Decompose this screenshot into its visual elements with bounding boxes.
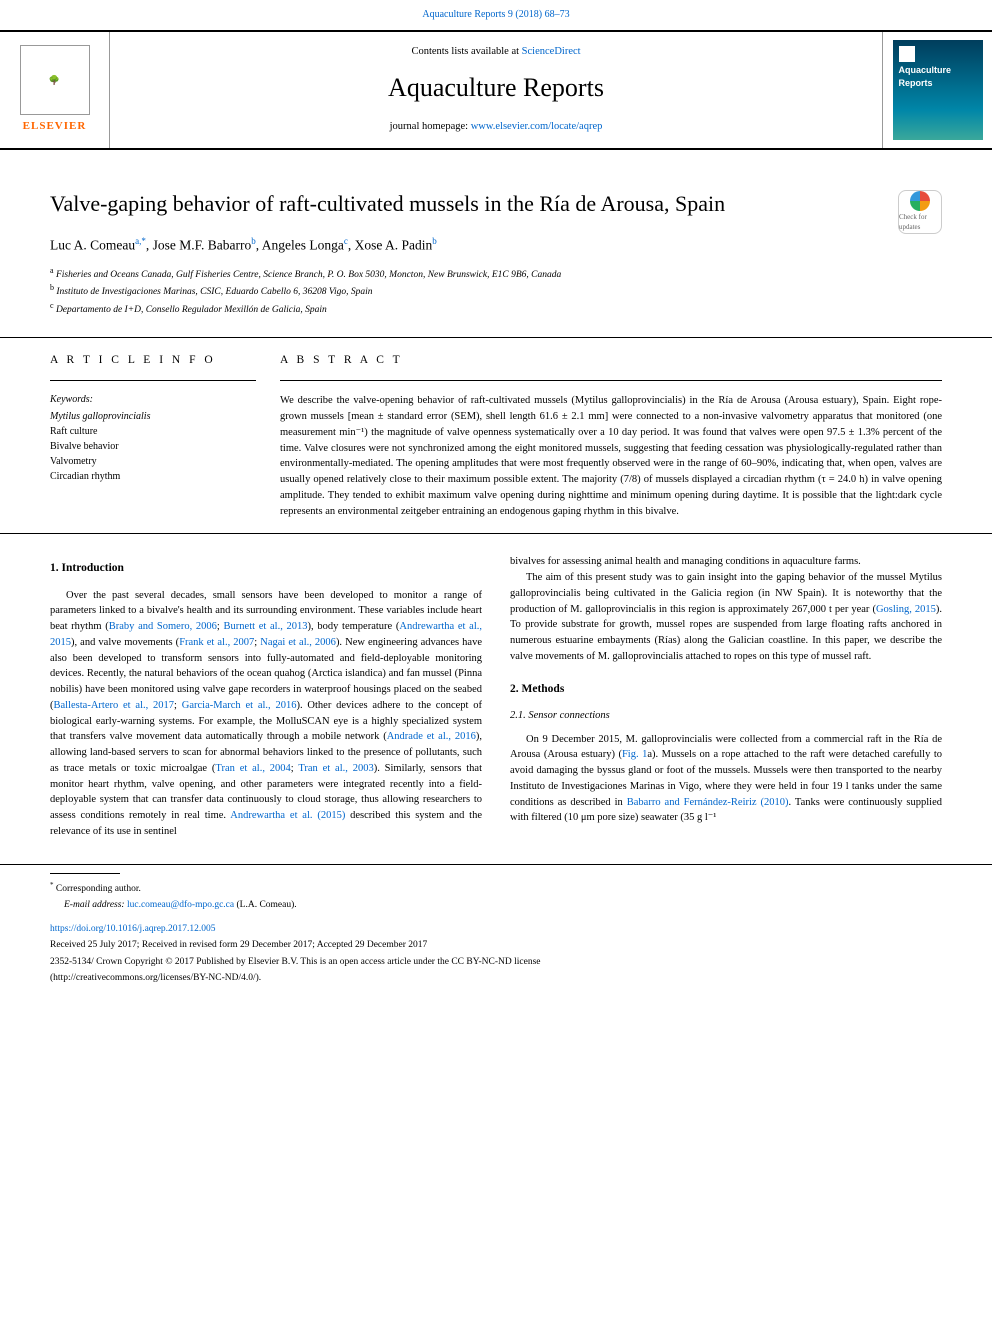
elsevier-tree-icon: 🌳 xyxy=(20,45,90,115)
affil-c-text: Departamento de I+D, Consello Regulador … xyxy=(54,305,327,315)
section-heading-intro: 1. Introduction xyxy=(50,560,482,577)
affiliation-b: b Instituto de Investigaciones Marinas, … xyxy=(50,282,942,299)
abstract-text: We describe the valve-opening behavior o… xyxy=(280,393,942,519)
publisher-name: ELSEVIER xyxy=(23,119,87,134)
keywords-label: Keywords: xyxy=(50,393,256,407)
author-4-name: , Xose A. Padin xyxy=(348,237,432,252)
author-2-name: , Jose M.F. Babarro xyxy=(146,237,251,252)
author-4-affil-sup[interactable]: b xyxy=(432,236,437,246)
affil-b-text: Instituto de Investigaciones Marinas, CS… xyxy=(54,288,373,298)
top-citation-link[interactable]: Aquaculture Reports 9 (2018) 68–73 xyxy=(422,9,569,20)
section-heading-methods: 2. Methods xyxy=(510,681,942,698)
journal-cover-block: Aquaculture Reports xyxy=(882,32,992,148)
keyword-item: Mytilus galloprovincialis xyxy=(50,409,256,424)
citation-link[interactable]: Andrewartha et al. (2015) xyxy=(230,810,345,821)
intro-paragraph-1: Over the past several decades, small sen… xyxy=(50,588,482,840)
journal-cover-image: Aquaculture Reports xyxy=(893,40,983,140)
contents-prefix: Contents lists available at xyxy=(411,46,521,57)
info-abstract-row: A R T I C L E I N F O Keywords: Mytilus … xyxy=(0,337,992,534)
article-info-heading: A R T I C L E I N F O xyxy=(50,352,256,368)
citation-link[interactable]: Braby and Somero, 2006 xyxy=(109,621,217,632)
keyword-item: Valvometry xyxy=(50,454,256,469)
keyword-item: Bivalve behavior xyxy=(50,439,256,454)
citation-link[interactable]: Babarro and Fernández-Reiriz (2010) xyxy=(627,797,789,808)
keyword-item: Raft culture xyxy=(50,424,256,439)
methods-paragraph-1: On 9 December 2015, M. galloprovincialis… xyxy=(510,732,942,827)
crossmark-label: Check for updates xyxy=(899,213,941,233)
footer-block: * Corresponding author. E-mail address: … xyxy=(0,864,992,1016)
article-info-column: A R T I C L E I N F O Keywords: Mytilus … xyxy=(50,352,280,519)
doi-link[interactable]: https://doi.org/10.1016/j.aqrep.2017.12.… xyxy=(50,924,216,934)
text-run: ), body temperature ( xyxy=(308,621,400,632)
contents-lists-line: Contents lists available at ScienceDirec… xyxy=(411,45,580,60)
citation-link[interactable]: Andrade et al., 2016 xyxy=(387,731,476,742)
email-suffix: (L.A. Comeau). xyxy=(234,900,297,910)
text-run: ; xyxy=(174,700,182,711)
sciencedirect-link[interactable]: ScienceDirect xyxy=(522,46,581,57)
journal-homepage-line: journal homepage: www.elsevier.com/locat… xyxy=(390,120,603,135)
intro-paragraph-1-cont: bivalves for assessing animal health and… xyxy=(510,554,942,570)
authors-line: Luc A. Comeaua,*, Jose M.F. Babarrob, An… xyxy=(50,235,942,255)
top-citation: Aquaculture Reports 9 (2018) 68–73 xyxy=(0,0,992,30)
journal-header-band: 🌳 ELSEVIER Contents lists available at S… xyxy=(0,30,992,150)
figure-link[interactable]: Fig. 1 xyxy=(622,749,647,760)
author-3-name: , Angeles Longa xyxy=(256,237,344,252)
received-dates: Received 25 July 2017; Received in revis… xyxy=(50,938,942,952)
citation-link[interactable]: Gosling, 2015 xyxy=(876,604,936,615)
keyword-item: Circadian rhythm xyxy=(50,469,256,484)
text-run: ), and valve movements ( xyxy=(71,637,179,648)
citation-link[interactable]: Garcia-March et al., 2016 xyxy=(182,700,297,711)
citation-link[interactable]: Burnett et al., 2013 xyxy=(224,621,308,632)
text-run: ; xyxy=(217,621,224,632)
citation-link[interactable]: Nagai et al., 2006 xyxy=(260,637,336,648)
email-line: E-mail address: luc.comeau@dfo-mpo.gc.ca… xyxy=(50,898,942,912)
cc-license-line: (http://creativecommons.org/licenses/BY-… xyxy=(50,971,942,985)
citation-link[interactable]: Frank et al., 2007 xyxy=(179,637,254,648)
title-block: Valve-gaping behavior of raft-cultivated… xyxy=(0,190,992,317)
intro-paragraph-2: The aim of this present study was to gai… xyxy=(510,570,942,665)
subsection-heading-sensors: 2.1. Sensor connections xyxy=(510,708,942,724)
body-column-left: 1. Introduction Over the past several de… xyxy=(50,554,482,839)
doi-line: https://doi.org/10.1016/j.aqrep.2017.12.… xyxy=(50,922,942,936)
keywords-block: Keywords: Mytilus galloprovincialis Raft… xyxy=(50,380,256,484)
homepage-prefix: journal homepage: xyxy=(390,121,471,132)
publisher-logo-block: 🌳 ELSEVIER xyxy=(0,32,110,148)
body-columns: 1. Introduction Over the past several de… xyxy=(0,534,992,849)
author-1-name: Luc A. Comeau xyxy=(50,237,135,252)
journal-name: Aquaculture Reports xyxy=(388,70,604,106)
email-link[interactable]: luc.comeau@dfo-mpo.gc.ca xyxy=(127,900,234,910)
affiliation-a: a Fisheries and Oceans Canada, Gulf Fish… xyxy=(50,265,942,282)
body-column-right: bivalves for assessing animal health and… xyxy=(510,554,942,839)
corresponding-author-line: * Corresponding author. xyxy=(50,880,942,896)
affiliations: a Fisheries and Oceans Canada, Gulf Fish… xyxy=(50,265,942,317)
article-title: Valve-gaping behavior of raft-cultivated… xyxy=(50,190,942,219)
corresp-text: Corresponding author. xyxy=(54,884,141,894)
footnote-separator xyxy=(50,873,120,874)
abstract-heading: A B S T R A C T xyxy=(280,352,942,368)
cover-label-1: Aquaculture xyxy=(899,64,952,77)
cover-label-2: Reports xyxy=(899,77,933,90)
header-center: Contents lists available at ScienceDirec… xyxy=(110,32,882,148)
citation-link[interactable]: Ballesta-Artero et al., 2017 xyxy=(54,700,175,711)
citation-link[interactable]: Tran et al., 2004 xyxy=(215,763,290,774)
journal-homepage-link[interactable]: www.elsevier.com/locate/aqrep xyxy=(471,121,603,132)
affil-a-text: Fisheries and Oceans Canada, Gulf Fisher… xyxy=(54,270,562,280)
affiliation-c: c Departamento de I+D, Consello Regulado… xyxy=(50,300,942,317)
crossmark-badge[interactable]: Check for updates xyxy=(898,190,942,234)
email-label: E-mail address: xyxy=(64,900,127,910)
keywords-list: Mytilus galloprovincialis Raft culture B… xyxy=(50,409,256,484)
abstract-column: A B S T R A C T We describe the valve-op… xyxy=(280,352,942,519)
abstract-body: We describe the valve-opening behavior o… xyxy=(280,380,942,519)
citation-link[interactable]: Tran et al., 2003 xyxy=(298,763,373,774)
crossmark-icon xyxy=(910,191,930,211)
copyright-line: 2352-5134/ Crown Copyright © 2017 Publis… xyxy=(50,955,942,969)
cover-logo-icon xyxy=(899,46,915,62)
